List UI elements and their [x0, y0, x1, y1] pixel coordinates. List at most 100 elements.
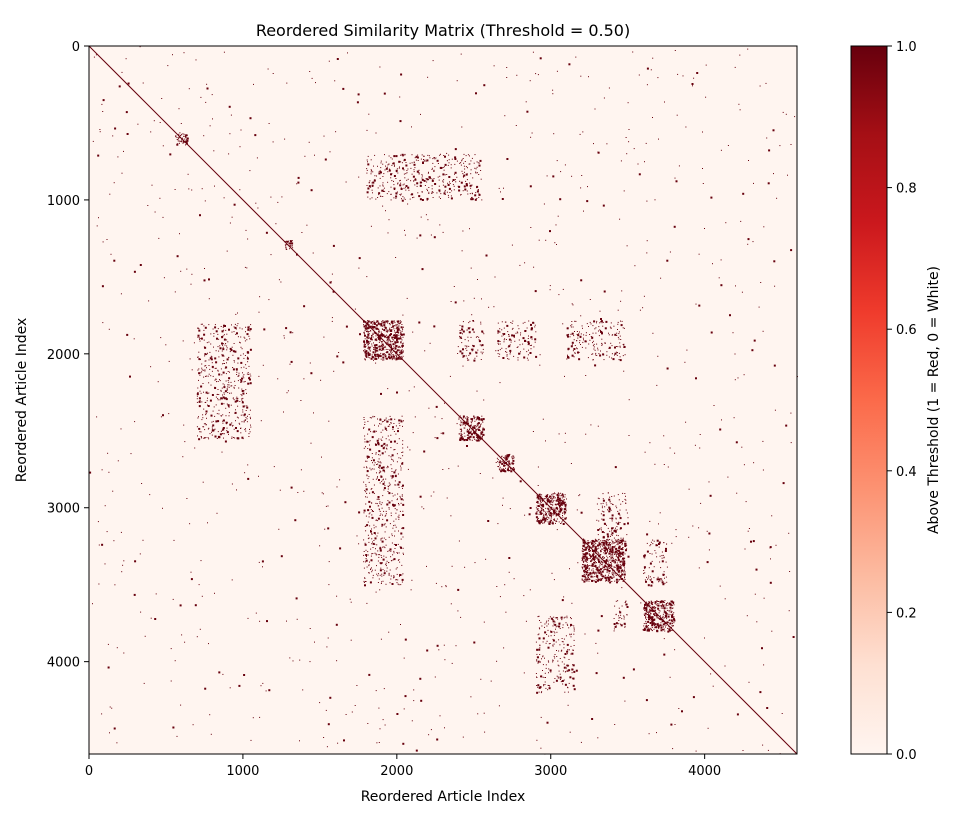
heatmap-cell	[620, 300, 622, 302]
heatmap-cell	[391, 468, 393, 470]
heatmap-cell	[666, 603, 668, 604]
heatmap-cell	[524, 340, 526, 342]
heatmap-cell	[509, 353, 511, 355]
heatmap-cell	[647, 614, 648, 615]
heatmap-cell	[465, 180, 467, 182]
heatmap-cell	[570, 463, 572, 464]
heatmap-cell	[558, 499, 561, 502]
heatmap-cell	[377, 322, 380, 325]
heatmap-cell	[459, 335, 461, 337]
heatmap-cell	[461, 325, 464, 328]
heatmap-cell	[246, 339, 248, 341]
heatmap-cell	[560, 507, 562, 509]
heatmap-cell	[664, 550, 667, 552]
heatmap-cell	[459, 439, 462, 441]
heatmap-cell	[377, 517, 380, 520]
heatmap-cell	[608, 346, 611, 349]
heatmap-cell	[404, 198, 406, 200]
heatmap-cell	[233, 428, 235, 430]
heatmap-cell	[619, 346, 621, 348]
heatmap-cell	[463, 174, 466, 177]
heatmap-cell	[537, 466, 539, 468]
heatmap-cell	[663, 556, 665, 558]
heatmap-cell	[462, 330, 465, 333]
heatmap-cell	[376, 175, 377, 177]
heatmap-cell	[548, 513, 550, 515]
heatmap-cell	[397, 559, 399, 561]
heatmap-cell	[548, 506, 550, 508]
heatmap-cell	[324, 528, 326, 530]
heatmap-cell	[367, 478, 369, 480]
heatmap-cell	[567, 670, 569, 672]
heatmap-cell	[458, 418, 460, 420]
heatmap-cell	[615, 575, 617, 576]
heatmap-cell	[535, 331, 537, 333]
heatmap-cell	[621, 569, 624, 572]
heatmap-cell	[581, 558, 583, 560]
heatmap-cell	[233, 387, 235, 389]
heatmap-cell	[384, 515, 386, 517]
heatmap-cell	[666, 566, 668, 568]
heatmap-cell	[606, 579, 608, 581]
heatmap-cell	[626, 512, 628, 514]
heatmap-cell	[621, 578, 624, 580]
heatmap-cell	[601, 331, 603, 333]
heatmap-cell	[546, 634, 548, 635]
heatmap-cell	[284, 138, 286, 140]
heatmap-cell	[614, 346, 616, 349]
heatmap-cell	[454, 171, 457, 174]
heatmap-cell	[200, 372, 202, 374]
heatmap-cell	[472, 432, 474, 434]
heatmap-cell	[567, 356, 570, 359]
heatmap-cell	[203, 437, 205, 439]
heatmap-cell	[600, 573, 602, 575]
heatmap-cell	[623, 564, 625, 566]
heatmap-cell	[377, 575, 379, 577]
heatmap-cell	[448, 154, 450, 156]
heatmap-cell	[374, 355, 376, 357]
heatmap-cell	[624, 544, 626, 546]
heatmap-cell	[571, 321, 573, 322]
heatmap-cell	[563, 679, 565, 681]
heatmap-cell	[462, 173, 464, 175]
heatmap-cell	[377, 350, 379, 352]
heatmap-cell	[374, 357, 376, 359]
heatmap-cell	[372, 542, 375, 545]
heatmap-cell	[474, 194, 477, 197]
heatmap-cell	[584, 633, 586, 635]
heatmap-cell	[559, 622, 561, 624]
heatmap-cell	[563, 643, 565, 645]
heatmap-cell	[501, 461, 503, 463]
heatmap-cell	[561, 616, 563, 618]
heatmap-cell	[585, 553, 587, 555]
heatmap-cell	[478, 339, 480, 341]
heatmap-cell	[624, 498, 626, 500]
heatmap-cell	[482, 433, 485, 436]
heatmap-cell	[660, 578, 662, 579]
heatmap-cell	[608, 564, 611, 567]
heatmap-cell	[396, 331, 399, 333]
heatmap-cell	[543, 510, 545, 511]
heatmap-cell	[666, 607, 668, 609]
heatmap-cell	[653, 628, 655, 630]
heatmap-cell	[385, 478, 387, 480]
heatmap-cell	[478, 336, 480, 338]
heatmap-cell	[393, 350, 395, 352]
heatmap-cell	[587, 574, 590, 577]
heatmap-cell	[474, 438, 476, 440]
heatmap-cell	[659, 618, 662, 620]
heatmap-cell	[644, 451, 646, 453]
heatmap-cell	[220, 389, 222, 391]
heatmap-cell	[618, 499, 620, 501]
heatmap-cell	[504, 584, 506, 586]
heatmap-cell	[665, 605, 667, 607]
heatmap-cell	[656, 617, 658, 619]
heatmap-cell	[222, 371, 225, 374]
heatmap-cell	[206, 367, 207, 369]
heatmap-cell	[586, 574, 587, 576]
heatmap-cell	[188, 188, 190, 190]
heatmap-cell	[583, 339, 584, 341]
heatmap-cell	[388, 155, 390, 157]
heatmap-cell	[383, 349, 385, 351]
heatmap-cell	[517, 359, 519, 361]
